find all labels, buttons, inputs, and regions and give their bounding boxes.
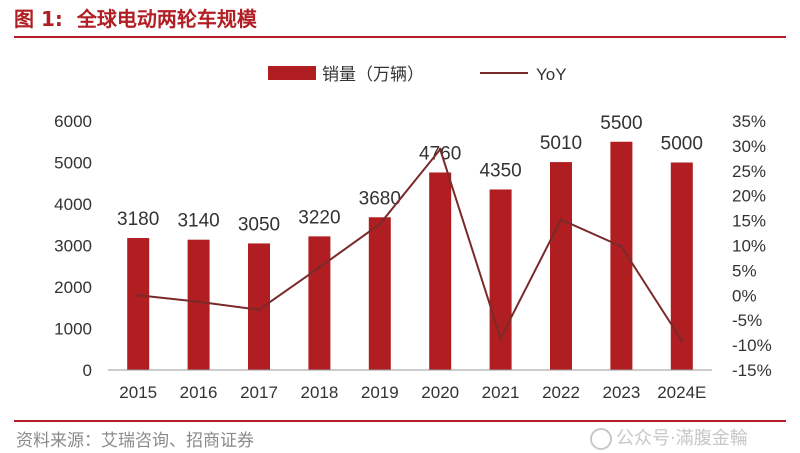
- bar-2022: [550, 162, 572, 370]
- x-tick-label-2016: 2016: [180, 383, 218, 402]
- yoy-point-2023: [619, 244, 623, 248]
- bar-label-2020: 4760: [419, 143, 461, 164]
- yoy-line: [138, 147, 683, 342]
- watermark-text: 公众号·滿腹金輪: [616, 428, 748, 449]
- left-axis-tick-label: 3000: [54, 237, 92, 256]
- right-axis-tick-label: 10%: [732, 237, 766, 256]
- yoy-point-2021: [499, 336, 503, 340]
- yoy-point-2022: [559, 218, 563, 222]
- yoy-point-2020: [438, 147, 442, 151]
- bar-label-2016: 3140: [177, 211, 219, 232]
- yoy-point-2015: [136, 293, 140, 297]
- x-tick-label-2024E: 2024E: [657, 383, 706, 402]
- left-axis: 0 1000 2000 3000 4000 5000 6000: [54, 112, 92, 380]
- sales-chart: 销量（万辆） YoY 0 1000 2000 3000 4000 5000 6000 -15%…: [54, 65, 772, 402]
- title-divider: [14, 36, 786, 38]
- x-tick-label-2022: 2022: [542, 383, 580, 402]
- figure-title: 图 1: 全球电动两轮车规模: [14, 4, 257, 34]
- bar-2023: [610, 141, 633, 370]
- yoy-point-2018: [317, 265, 321, 269]
- legend: 销量（万辆） YoY: [268, 65, 567, 84]
- left-axis-tick-label: 6000: [54, 112, 92, 131]
- bar-label-2024E: 5000: [661, 134, 703, 155]
- right-axis-tick-label: -5%: [732, 311, 762, 330]
- x-axis: 2015 2016 2017 2018 2019 2020 2021 2022 2023 2024…: [108, 369, 712, 402]
- legend-label-yoy: YoY: [536, 65, 567, 84]
- right-axis: -15% -10% -5% 0% 5% 10% 15% 20% 25% 30% 35%: [732, 112, 772, 380]
- yoy-point-2016: [197, 300, 201, 304]
- bar-label-2021: 4350: [479, 160, 521, 181]
- bar-2020: [429, 172, 452, 370]
- left-axis-tick-label: 0: [83, 361, 92, 380]
- left-axis-tick-label: 2000: [54, 278, 92, 297]
- yoy-point-2017: [257, 308, 261, 312]
- right-axis-tick-label: -15%: [732, 361, 772, 380]
- right-axis-tick-label: 35%: [732, 112, 766, 131]
- bar-2015: [127, 238, 150, 370]
- legend-label-sales: 销量（万辆）: [322, 65, 424, 84]
- bar-2016: [187, 239, 210, 370]
- bar-label-2022: 5010: [540, 133, 582, 154]
- x-tick-label-2017: 2017: [240, 383, 278, 402]
- left-axis-tick-label: 4000: [54, 195, 92, 214]
- x-tick-label-2023: 2023: [602, 383, 640, 402]
- bar-2017: [248, 243, 270, 370]
- bar-2021: [489, 189, 512, 370]
- bar-2018: [308, 236, 331, 370]
- bar-label-2015: 3180: [117, 209, 159, 230]
- bar-label-2017: 3050: [238, 214, 280, 235]
- left-axis-tick-label: 1000: [54, 320, 92, 339]
- figure-label: 图 1:: [14, 7, 63, 31]
- bar-2024E: [670, 162, 693, 370]
- wechat-logo-icon: [590, 428, 612, 450]
- right-axis-tick-label: -10%: [732, 336, 772, 355]
- right-axis-tick-label: 30%: [732, 137, 766, 156]
- yoy-series: [136, 147, 684, 343]
- right-axis-tick-label: 20%: [732, 187, 766, 206]
- bar-series: [127, 141, 693, 370]
- right-axis-tick-label: 5%: [732, 261, 757, 280]
- bar-label-2023: 5500: [600, 113, 642, 134]
- source-note: 资料来源：艾瑞咨询、招商证券: [16, 431, 254, 451]
- yoy-point-2019: [378, 222, 382, 226]
- bar-2019: [368, 217, 391, 370]
- yoy-point-2024E: [680, 339, 684, 343]
- footer-divider: [14, 420, 786, 422]
- right-axis-tick-label: 0%: [732, 286, 757, 305]
- legend-swatch-sales: [268, 66, 316, 80]
- x-tick-label-2019: 2019: [361, 383, 399, 402]
- left-axis-tick-label: 5000: [54, 154, 92, 173]
- watermark: 公众号·滿腹金輪: [590, 424, 748, 450]
- figure-title-text: 全球电动两轮车规模: [76, 7, 257, 31]
- bar-label-2019: 3680: [359, 188, 401, 209]
- x-tick-label-2020: 2020: [421, 383, 459, 402]
- right-axis-tick-label: 25%: [732, 162, 766, 181]
- x-tick-label-2021: 2021: [482, 383, 520, 402]
- x-tick-label-2018: 2018: [300, 383, 338, 402]
- bar-data-labels: 3180 3140 3050 3220 3680 4760 4350 5010 5500 5000: [117, 113, 703, 236]
- right-axis-tick-label: 15%: [732, 212, 766, 231]
- bar-label-2018: 3220: [298, 207, 340, 228]
- x-tick-label-2015: 2015: [119, 383, 157, 402]
